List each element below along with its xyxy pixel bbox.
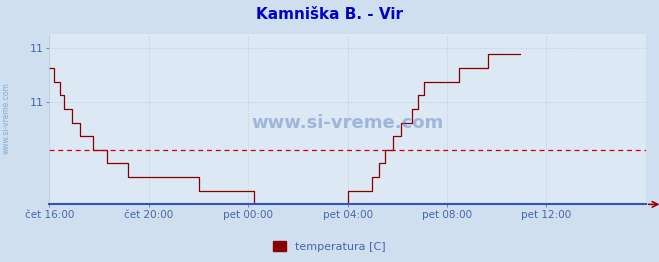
Text: www.si-vreme.com: www.si-vreme.com <box>252 114 444 132</box>
Text: Kamniška B. - Vir: Kamniška B. - Vir <box>256 7 403 21</box>
Legend: temperatura [C]: temperatura [C] <box>269 237 390 256</box>
Text: www.si-vreme.com: www.si-vreme.com <box>2 82 11 154</box>
